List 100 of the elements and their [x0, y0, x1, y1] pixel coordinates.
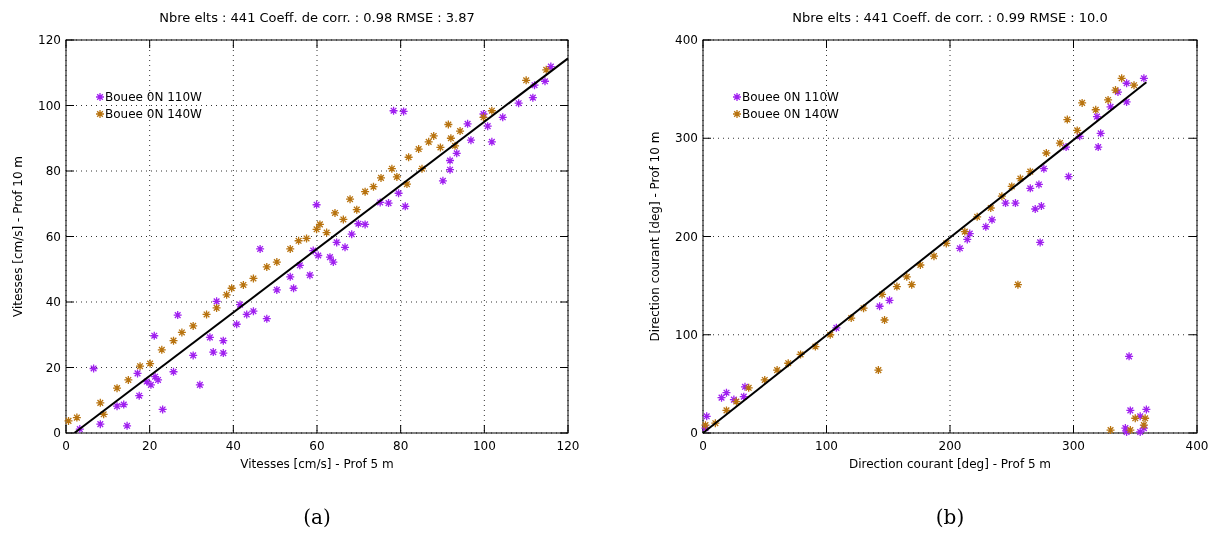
point [392, 172, 402, 182]
point [1061, 142, 1071, 152]
point [1139, 73, 1149, 83]
x-tick-label: 300 [1062, 439, 1085, 453]
point [858, 303, 869, 313]
point [941, 238, 951, 249]
point [1041, 148, 1051, 158]
point [877, 289, 887, 300]
point [157, 345, 167, 355]
point [1072, 125, 1082, 136]
point [986, 203, 996, 213]
y-tick-label: 0 [53, 426, 61, 440]
point [1103, 95, 1113, 105]
point [248, 273, 259, 284]
point [211, 303, 222, 313]
x-axis-title: Direction courant [deg] - Prof 5 m [848, 457, 1052, 471]
point [879, 315, 890, 325]
y-tick-label: 0 [690, 426, 698, 440]
point [873, 365, 884, 375]
point [1010, 198, 1021, 208]
x-tick-label: 200 [938, 439, 962, 453]
point [831, 323, 842, 333]
y-tick-label: 200 [675, 229, 698, 244]
y-tick-label: 100 [675, 327, 698, 342]
point [874, 301, 885, 311]
point [402, 179, 412, 189]
point [981, 222, 991, 232]
point [907, 279, 917, 290]
point [987, 215, 997, 225]
point [345, 194, 355, 204]
point [1141, 404, 1152, 415]
x-axis-title: Vitesses [cm/s] - Prof 5 m [240, 457, 394, 471]
point [1124, 351, 1134, 362]
x-tick-label: 60 [309, 439, 325, 453]
x-tick-label: 80 [393, 439, 409, 453]
point [435, 142, 446, 153]
point [702, 411, 712, 421]
chart-title: Nbre elts : 441 Coeff. de corr. : 0.98 RMSE : 3.87 [159, 10, 475, 25]
point [1130, 413, 1140, 423]
point [915, 260, 926, 270]
point [311, 224, 322, 234]
point [1120, 423, 1131, 433]
point [1062, 114, 1072, 125]
point [112, 383, 122, 393]
point [1092, 111, 1102, 122]
legend-label: Bouee 0N 110W [105, 90, 203, 104]
point [424, 137, 434, 147]
point [744, 383, 754, 393]
point [825, 330, 835, 340]
point [417, 164, 427, 174]
y-tick-label: 120 [38, 33, 61, 47]
point [902, 272, 912, 282]
point [1075, 131, 1085, 141]
point [487, 106, 497, 116]
point [272, 257, 282, 267]
x-tick-label: 0 [699, 439, 707, 453]
point [168, 335, 179, 346]
point [95, 398, 105, 408]
point [1035, 237, 1045, 248]
point [929, 251, 939, 261]
point [387, 164, 397, 174]
text: (b) [935, 505, 965, 529]
x-tick-label: 0 [62, 439, 70, 453]
point [376, 173, 386, 183]
point [315, 219, 325, 230]
point [965, 228, 975, 239]
y-tick-label: 300 [675, 131, 698, 146]
point [795, 349, 806, 360]
legend-label: Bouee 0N 110W [742, 90, 840, 104]
point [960, 226, 970, 237]
point [1125, 405, 1135, 416]
x-tick-label: 40 [225, 439, 241, 453]
chart-title: Nbre elts : 441 Coeff. de corr. : 0.99 RMSE : 10.0 [792, 10, 1108, 25]
point [997, 191, 1007, 201]
point [221, 290, 232, 300]
point [201, 309, 212, 320]
y-tick-label: 60 [45, 229, 61, 244]
point [262, 262, 272, 272]
point [1135, 427, 1145, 437]
legend-label: Bouee 0N 140W [742, 107, 840, 121]
x-tick-label: 100 [472, 439, 496, 453]
point [1000, 198, 1011, 208]
point [450, 141, 460, 151]
point [1039, 164, 1049, 174]
point [414, 144, 424, 154]
x-tick-label: 100 [815, 439, 838, 453]
point [1105, 425, 1116, 435]
point [783, 358, 793, 368]
point [238, 280, 249, 290]
point [443, 119, 454, 130]
point [955, 243, 965, 253]
point [321, 227, 332, 238]
legend-label: Bouee 0N 140W [105, 107, 203, 121]
point [1025, 167, 1035, 177]
point [177, 327, 187, 338]
point [846, 313, 856, 323]
point [760, 375, 770, 385]
point [1117, 73, 1127, 83]
point [285, 244, 295, 254]
point [429, 131, 439, 141]
